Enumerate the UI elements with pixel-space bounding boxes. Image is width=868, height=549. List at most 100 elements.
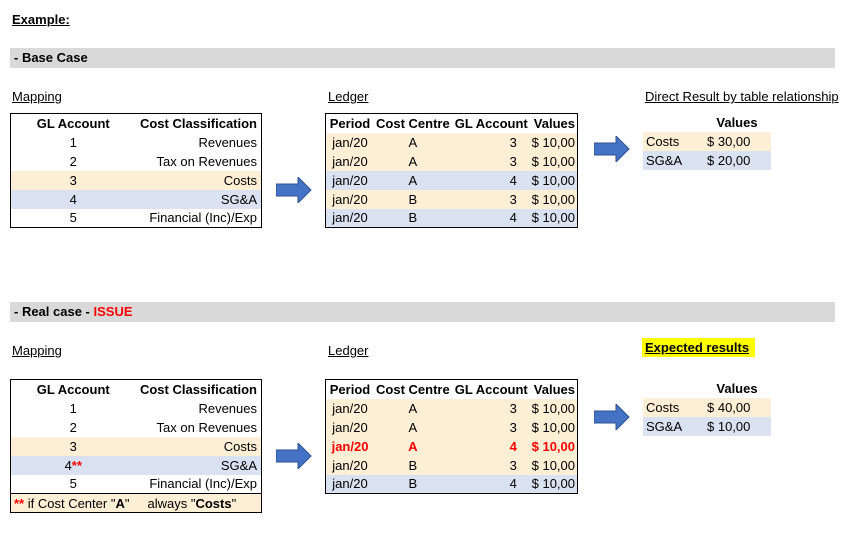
cell-gl: 4 bbox=[509, 210, 517, 226]
table-row: 5 Financial (Inc)/Exp bbox=[11, 475, 262, 494]
table-header-row: Values bbox=[643, 379, 771, 398]
cell-classification: Tax on Revenues bbox=[156, 153, 257, 169]
cell-cost-centre: B bbox=[408, 476, 418, 492]
cell-period: jan/20 bbox=[332, 134, 368, 150]
base-mapping-table: GL Account Cost Classification 1 Revenue… bbox=[10, 113, 262, 228]
header-values: Values bbox=[533, 115, 575, 131]
cell-value: $ 10,00 bbox=[531, 476, 575, 492]
cell-classification: Tax on Revenues bbox=[156, 419, 257, 435]
real-mapping-label: Mapping bbox=[12, 343, 62, 358]
cell-value: $ 10,00 bbox=[531, 400, 575, 416]
cell-period: jan/20 bbox=[332, 210, 368, 226]
cell-period: jan/20 bbox=[332, 153, 368, 169]
cell-gl: 3 bbox=[509, 191, 517, 207]
cell-period: jan/20 bbox=[332, 476, 368, 492]
issue-label: ISSUE bbox=[93, 304, 133, 319]
header-values: Values bbox=[533, 381, 575, 397]
cell-gl: 3 bbox=[509, 419, 517, 435]
table-row: jan/20 A 4 $ 10,00 bbox=[325, 170, 578, 190]
cell-classification: Revenues bbox=[198, 400, 257, 416]
cell-period: jan/20 bbox=[332, 457, 368, 473]
cell-period: jan/20 bbox=[332, 400, 368, 416]
table-row: 2 Tax on Revenues bbox=[11, 152, 262, 171]
note-cost-centre: A bbox=[115, 495, 125, 511]
cell-value: $ 10,00 bbox=[531, 172, 575, 188]
cell-period: jan/20 bbox=[332, 419, 368, 435]
note-row: ** if Cost Center "A" always "Costs" bbox=[10, 493, 262, 513]
table-header-row: Values bbox=[643, 113, 771, 132]
cell-cost-centre: B bbox=[408, 457, 418, 473]
cell-classification: Financial (Inc)/Exp bbox=[149, 210, 257, 226]
table-row: jan/20 B 3 $ 10,00 bbox=[325, 455, 578, 475]
cell-cost-centre: A bbox=[408, 134, 418, 150]
cell-cost-centre: A bbox=[408, 438, 418, 454]
table-row: 1 Revenues bbox=[11, 133, 262, 152]
table-row: Costs $ 40,00 bbox=[643, 398, 771, 417]
note-pre: if Cost Center " bbox=[24, 495, 116, 511]
table-row: jan/20 A 3 $ 10,00 bbox=[325, 132, 578, 152]
example-title: Example: bbox=[12, 12, 70, 27]
base-ledger-table: Period Cost Centre GL Account Values jan… bbox=[325, 113, 578, 228]
header-values: Values bbox=[716, 115, 758, 130]
cell-gl: 5 bbox=[69, 210, 77, 226]
base-result-table: Values Costs $ 30,00 SG&A $ 20,00 bbox=[643, 113, 771, 170]
table-row: jan/20 B 4 $ 10,00 bbox=[325, 474, 578, 494]
table-row: 3 Costs bbox=[10, 436, 262, 456]
table-row: 4** SG&A bbox=[10, 455, 262, 475]
cell-gl: 4** bbox=[11, 456, 136, 475]
cell-label: Costs bbox=[646, 134, 680, 149]
cell-classification: Costs bbox=[223, 438, 257, 454]
cell-gl: 3 bbox=[69, 438, 77, 454]
cell-gl: 3 bbox=[509, 134, 517, 150]
real-result-table: Values Costs $ 40,00 SG&A $ 10,00 bbox=[643, 379, 771, 436]
header-cost-centre: Cost Centre bbox=[376, 115, 450, 131]
base-ledger-label: Ledger bbox=[328, 89, 369, 104]
cell-label: SG&A bbox=[646, 153, 683, 168]
note-post: " bbox=[231, 495, 237, 511]
cell-gl: 4 bbox=[509, 476, 517, 492]
cell-period: jan/20 bbox=[332, 172, 368, 188]
cell-cost-centre: B bbox=[408, 210, 418, 226]
base-case-bar: - Base Case bbox=[10, 48, 835, 68]
table-row: jan/20 B 3 $ 10,00 bbox=[325, 189, 578, 209]
cell-value: $ 20,00 bbox=[707, 153, 751, 168]
header-gl-account: GL Account bbox=[454, 115, 528, 131]
cell-label: SG&A bbox=[646, 419, 683, 434]
cell-cost-centre: A bbox=[408, 400, 418, 416]
cell-gl: 3 bbox=[69, 172, 77, 188]
note-asterisk: ** bbox=[14, 495, 25, 511]
table-row: 3 Costs bbox=[10, 170, 262, 190]
cell-cost-centre: B bbox=[408, 191, 418, 207]
cell-value: $ 10,00 bbox=[531, 419, 575, 435]
note-classification: Costs bbox=[195, 495, 232, 511]
real-ledger-label: Ledger bbox=[328, 343, 369, 358]
cell-gl: 2 bbox=[69, 153, 77, 169]
cell-value: $ 10,00 bbox=[531, 153, 575, 169]
cell-gl: 4 bbox=[509, 172, 517, 188]
table-row: 4 SG&A bbox=[10, 189, 262, 209]
table-row: Costs $ 30,00 bbox=[643, 132, 771, 151]
cell-value: $ 10,00 bbox=[531, 210, 575, 226]
table-row: jan/20 A 3 $ 10,00 bbox=[325, 417, 578, 437]
cell-value: $ 10,00 bbox=[531, 191, 575, 207]
header-gl-account: GL Account bbox=[36, 381, 110, 397]
cell-gl: 3 bbox=[509, 400, 517, 416]
base-case-label: - Base Case bbox=[14, 50, 88, 65]
header-period: Period bbox=[329, 115, 371, 131]
cell-cost-centre: A bbox=[408, 172, 418, 188]
table-header-row: Period Cost Centre GL Account Values bbox=[326, 114, 578, 133]
cell-gl: 3 bbox=[509, 153, 517, 169]
table-header-row: GL Account Cost Classification bbox=[11, 380, 262, 399]
base-result-label: Direct Result by table relationship bbox=[645, 89, 839, 104]
cell-value: $ 10,00 bbox=[531, 134, 575, 150]
gl-value: 4 bbox=[64, 457, 72, 473]
table-row-highlighted: jan/20 A 4 $ 10,00 bbox=[325, 436, 578, 456]
real-case-label: - Real case - bbox=[14, 304, 94, 319]
table-row: 1 Revenues bbox=[11, 399, 262, 418]
cell-gl: 1 bbox=[69, 134, 77, 150]
cell-value: $ 10,00 bbox=[531, 438, 575, 454]
header-period: Period bbox=[329, 381, 371, 397]
table-row: SG&A $ 10,00 bbox=[643, 417, 771, 436]
cell-classification: Financial (Inc)/Exp bbox=[149, 476, 257, 492]
cell-gl: 1 bbox=[69, 400, 77, 416]
